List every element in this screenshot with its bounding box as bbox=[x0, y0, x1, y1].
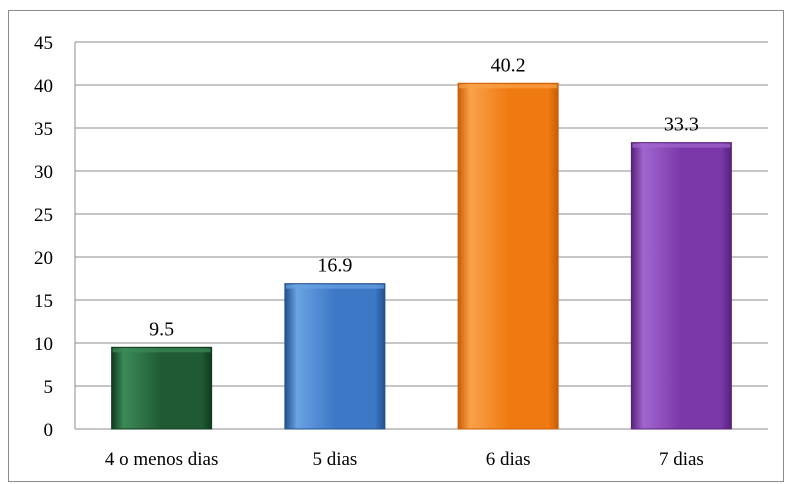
bar-7-dias bbox=[630, 142, 732, 430]
data-label: 16.9 bbox=[317, 255, 352, 277]
bar-bevel bbox=[632, 143, 731, 148]
x-axis-ticks: 4 o menos dias 5 dias 6 dias 7 dias bbox=[105, 449, 704, 470]
data-label: 40.2 bbox=[491, 54, 526, 76]
y-tick-label: 0 bbox=[44, 420, 54, 441]
y-tick-label: 10 bbox=[34, 334, 53, 355]
bar-6-dias bbox=[457, 82, 559, 430]
y-tick-label: 35 bbox=[34, 119, 53, 140]
x-tick-label: 7 dias bbox=[659, 449, 704, 470]
data-labels: 9.5 16.9 40.2 33.3 bbox=[149, 54, 699, 340]
y-tick-label: 40 bbox=[34, 76, 53, 97]
bars bbox=[111, 82, 732, 430]
y-tick-label: 15 bbox=[34, 291, 53, 312]
y-tick-label: 45 bbox=[34, 33, 53, 54]
x-tick-label: 4 o menos dias bbox=[105, 449, 218, 470]
x-tick-label: 6 dias bbox=[486, 449, 531, 470]
y-tick-label: 5 bbox=[44, 377, 54, 398]
data-label: 33.3 bbox=[664, 114, 699, 136]
bar-5-dias bbox=[284, 283, 386, 430]
y-tick-label: 20 bbox=[34, 248, 53, 269]
y-tick-label: 25 bbox=[34, 205, 53, 226]
data-label: 9.5 bbox=[149, 318, 174, 340]
bar-bevel bbox=[459, 84, 558, 89]
y-tick-label: 30 bbox=[34, 162, 53, 183]
bar-bevel bbox=[285, 284, 384, 289]
bar-bevel bbox=[112, 348, 211, 353]
y-axis-ticks: 0 5 10 15 20 25 30 35 40 45 bbox=[34, 33, 53, 441]
x-tick-label: 5 dias bbox=[312, 449, 357, 470]
bar-4-o-menos-dias bbox=[111, 346, 213, 430]
